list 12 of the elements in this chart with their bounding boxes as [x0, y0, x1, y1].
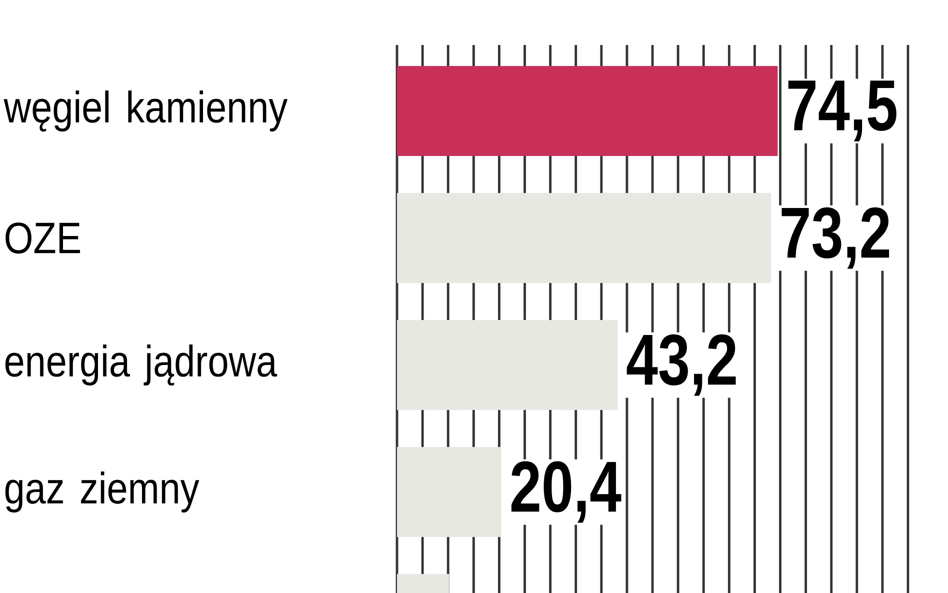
- bar: [397, 66, 778, 156]
- bar: [397, 193, 772, 284]
- y-tick-label: energia jądrowa: [5, 344, 278, 386]
- data-label: 73,2: [782, 207, 890, 269]
- y-tick-label: OZE: [6, 222, 80, 254]
- data-label: 74,5: [788, 80, 896, 142]
- data-label: 43,2: [626, 334, 736, 396]
- y-tick-label: węgiel kamienny: [4, 90, 288, 132]
- y-tick-label: gaz ziemny: [5, 472, 200, 513]
- data-label: 20,4: [511, 461, 622, 523]
- bar: [397, 447, 502, 538]
- bar: [397, 320, 618, 410]
